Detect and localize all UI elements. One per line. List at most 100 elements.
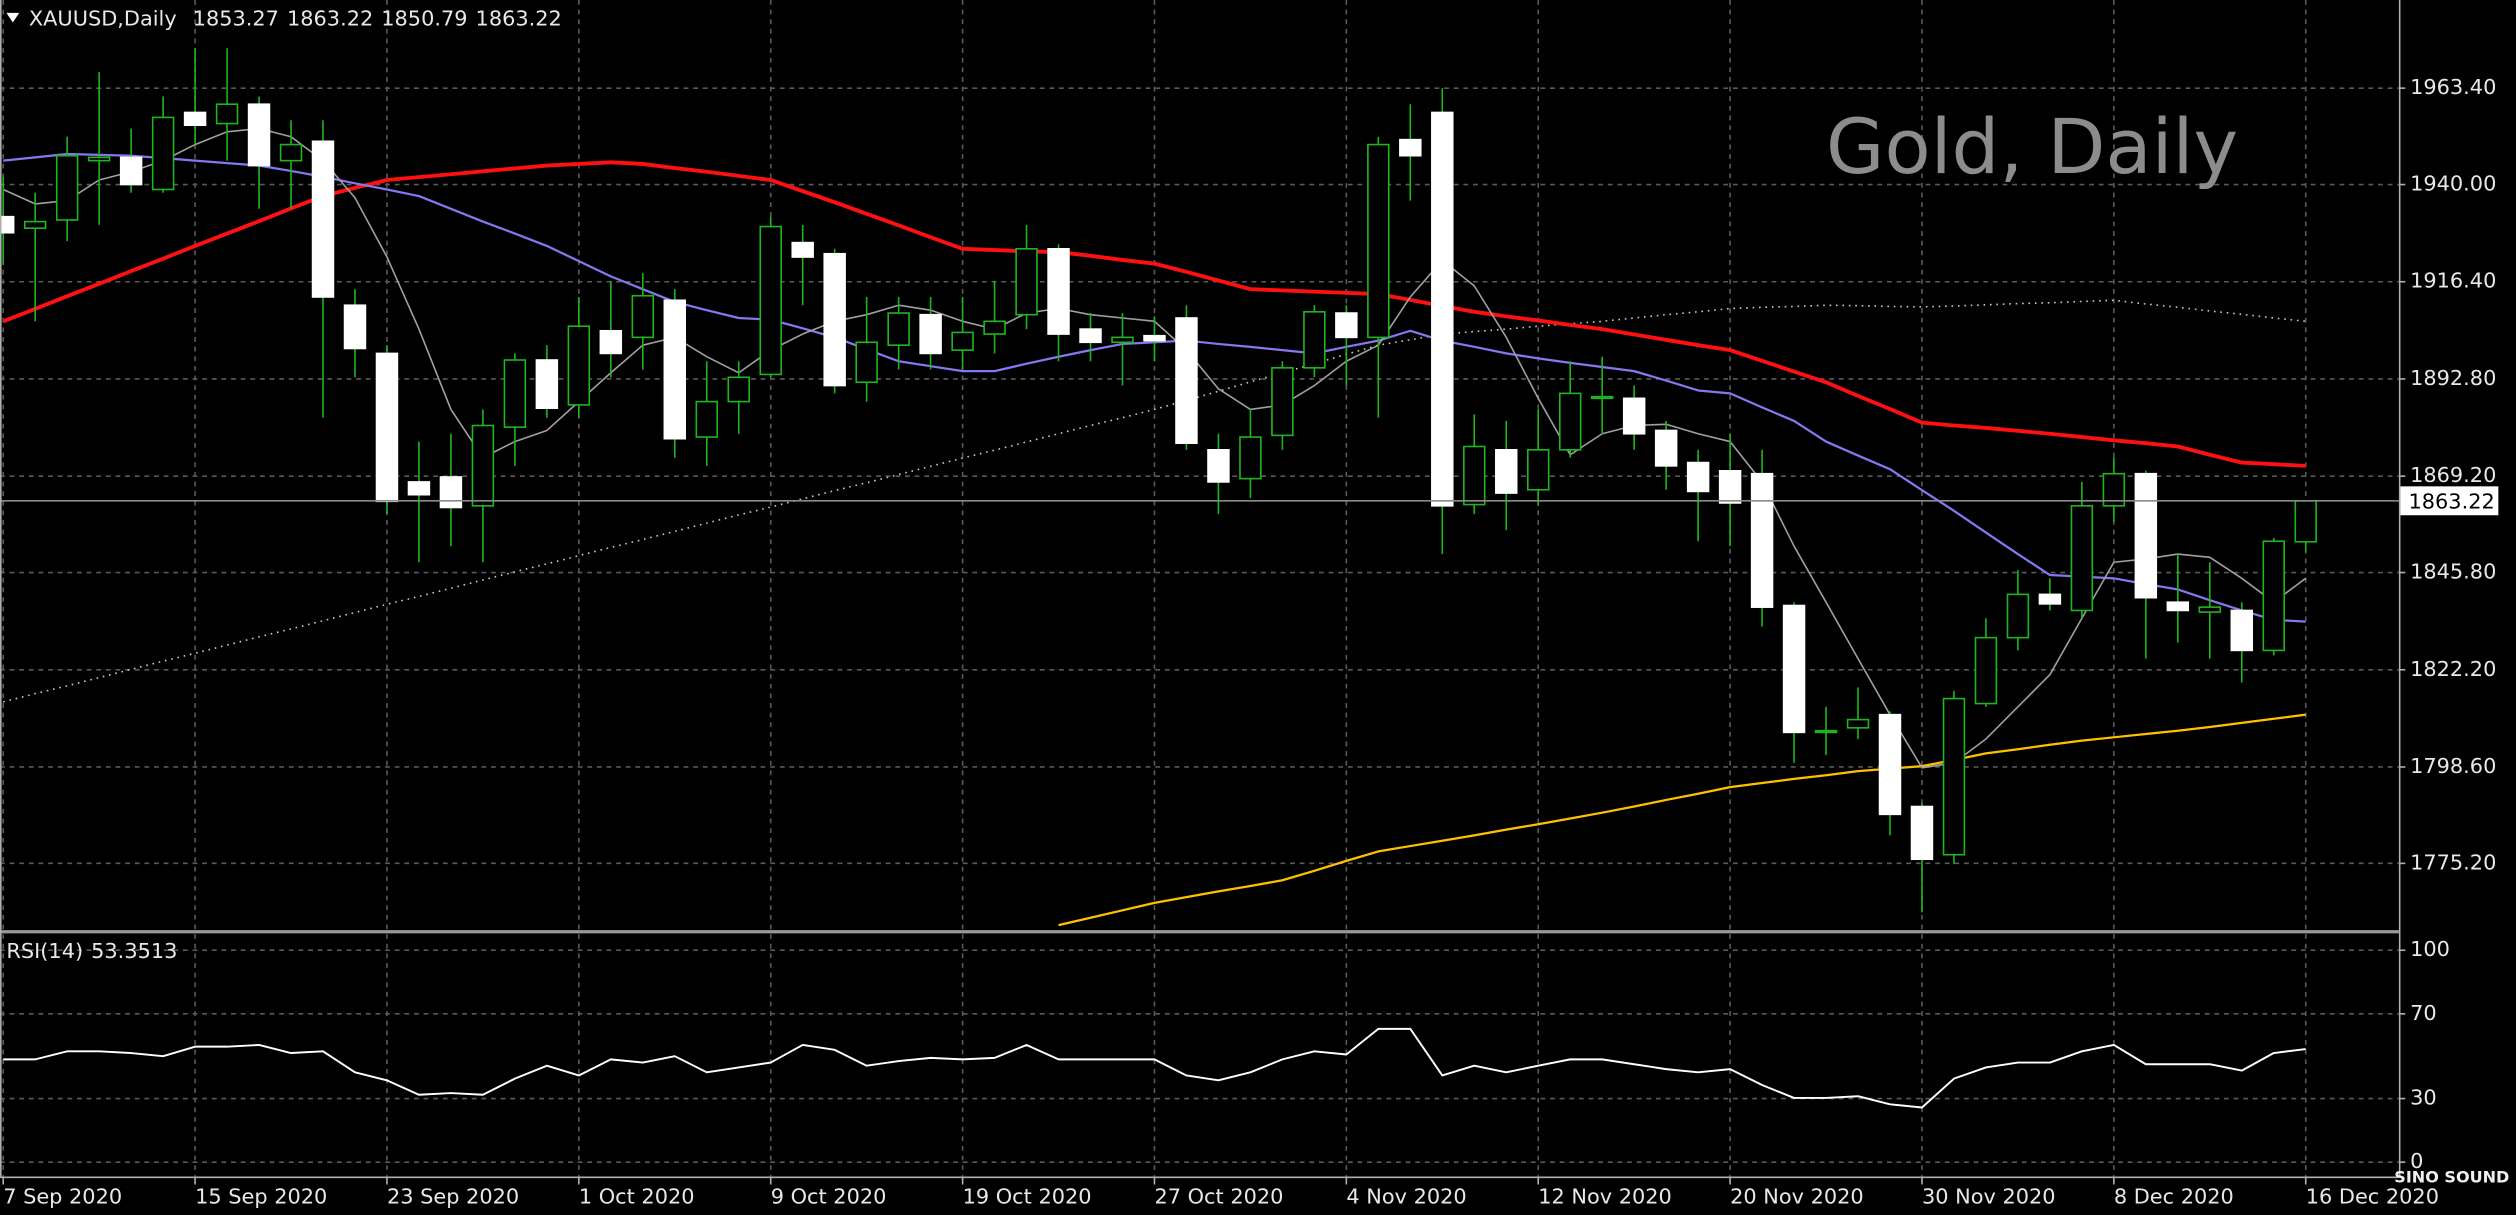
- candle-body: [503, 359, 527, 428]
- candle-body: [247, 103, 271, 167]
- candle-body: [2294, 499, 2317, 543]
- candle-body: [1590, 395, 1614, 400]
- candle-body: [0, 215, 15, 234]
- candle-body: [375, 352, 399, 503]
- candle-body: [1079, 328, 1102, 344]
- candle-body: [2134, 472, 2158, 599]
- logo: SINO SOUND: [2394, 1168, 2509, 1187]
- candle-body: [1463, 445, 1486, 506]
- candle-body: [855, 341, 878, 384]
- candle-body: [87, 156, 111, 162]
- candle-body: [2262, 540, 2285, 652]
- y-tick-label: 1892.80: [2410, 366, 2496, 390]
- last-price-box: [2400, 486, 2499, 516]
- candle-body: [2070, 505, 2094, 612]
- candle-body: [1686, 461, 1710, 493]
- candle-body: [1558, 392, 1582, 451]
- candle-body: [663, 299, 687, 440]
- x-tick-label: 7 Sep 2020: [3, 1184, 122, 1208]
- y-tick-label: 1775.20: [2410, 850, 2496, 874]
- indicator-line: [1058, 713, 2306, 927]
- candle-body: [1367, 143, 1390, 339]
- candle-body: [2006, 593, 2030, 639]
- symbol: XAUUSD,Daily: [29, 6, 177, 30]
- y-tick-label: 1916.40: [2410, 269, 2496, 293]
- menu-triangle[interactable]: [6, 12, 20, 23]
- candle-body: [2230, 609, 2254, 652]
- candle-body: [1431, 111, 1454, 507]
- candle-body: [1175, 317, 1198, 445]
- price-panel: [0, 48, 2317, 927]
- x-tick-label: 20 Nov 2020: [1730, 1184, 1864, 1208]
- y-tick-label: 1940.00: [2410, 172, 2496, 196]
- candle-body: [1718, 470, 1742, 504]
- candle-body: [791, 241, 814, 258]
- candle-body: [2038, 593, 2062, 605]
- rsi-panel: [3, 1027, 2306, 1109]
- candle-body: [599, 329, 623, 355]
- rsi-last: 53.3513: [91, 939, 177, 963]
- candle-body: [695, 400, 718, 438]
- candle-body: [1750, 472, 1774, 608]
- x-tick-label: 9 Oct 2020: [771, 1184, 887, 1208]
- x-tick-label: 27 Oct 2020: [1154, 1184, 1283, 1208]
- last-close: 1863.22: [476, 6, 562, 30]
- rsi-title: RSI(14): [6, 939, 83, 963]
- x-tick-label: 23 Sep 2020: [387, 1184, 519, 1208]
- y-tick-label: 30: [2410, 1086, 2437, 1110]
- x-tick-label: 4 Nov 2020: [1346, 1184, 1466, 1208]
- x-tick-label: 8 Dec 2020: [2114, 1184, 2234, 1208]
- last-price-label: 1863.22: [2408, 489, 2494, 513]
- candle-body: [1846, 718, 1870, 729]
- y-tick-label: 1822.20: [2410, 657, 2496, 681]
- candle-body: [727, 376, 750, 403]
- candle-body: [215, 103, 239, 125]
- candle-body: [1654, 429, 1678, 467]
- candle-body: [1814, 729, 1838, 734]
- candle-body: [919, 313, 942, 355]
- candle-body: [1015, 247, 1038, 316]
- candle-body: [1239, 436, 1262, 480]
- candle-body: [1111, 336, 1134, 344]
- candle-body: [1143, 334, 1166, 342]
- candle-body: [631, 294, 655, 339]
- last-open: 1853.27: [193, 6, 279, 30]
- last-low: 1850.79: [381, 6, 467, 30]
- x-tick-label: 12 Nov 2020: [1538, 1184, 1672, 1208]
- y-tick-label: 1845.80: [2410, 560, 2496, 584]
- candle-body: [119, 156, 143, 186]
- candle-body: [759, 225, 782, 376]
- x-tick-label: 15 Sep 2020: [195, 1184, 327, 1208]
- candle-body: [1878, 713, 1902, 816]
- candle-body: [1495, 449, 1518, 494]
- x-tick-label: 30 Nov 2020: [1922, 1184, 2056, 1208]
- candle-body: [23, 220, 47, 229]
- candle-body: [983, 320, 1006, 335]
- candle-body: [1974, 636, 1998, 705]
- candle-body: [1271, 367, 1294, 437]
- y-tick-label: 0: [2410, 1149, 2423, 1173]
- candle-body: [1942, 697, 1966, 856]
- candle-body: [471, 424, 495, 507]
- x-tick-label: 19 Oct 2020: [963, 1184, 1092, 1208]
- candle-body: [567, 325, 591, 406]
- indicator-line: [3, 1027, 2306, 1109]
- indicator-line: [3, 299, 2306, 703]
- candle-body: [439, 476, 463, 509]
- candle-body: [1207, 449, 1230, 483]
- candle-body: [2198, 606, 2222, 613]
- candle-body: [407, 481, 431, 496]
- candle-body: [343, 304, 367, 350]
- y-tick-label: 1798.60: [2410, 754, 2496, 778]
- header: XAUUSD,Daily 1853.27 1863.22 1850.79 1863.22: [29, 6, 562, 30]
- candle-body: [279, 143, 303, 162]
- y-tick-label: 1963.40: [2410, 75, 2496, 99]
- candle-body: [1047, 247, 1070, 335]
- x-tick-label: 1 Oct 2020: [579, 1184, 695, 1208]
- y-tick-label: 100: [2410, 937, 2450, 961]
- candle-body: [1622, 397, 1646, 435]
- candle-body: [311, 140, 335, 298]
- y-tick-label: 1869.20: [2410, 463, 2496, 487]
